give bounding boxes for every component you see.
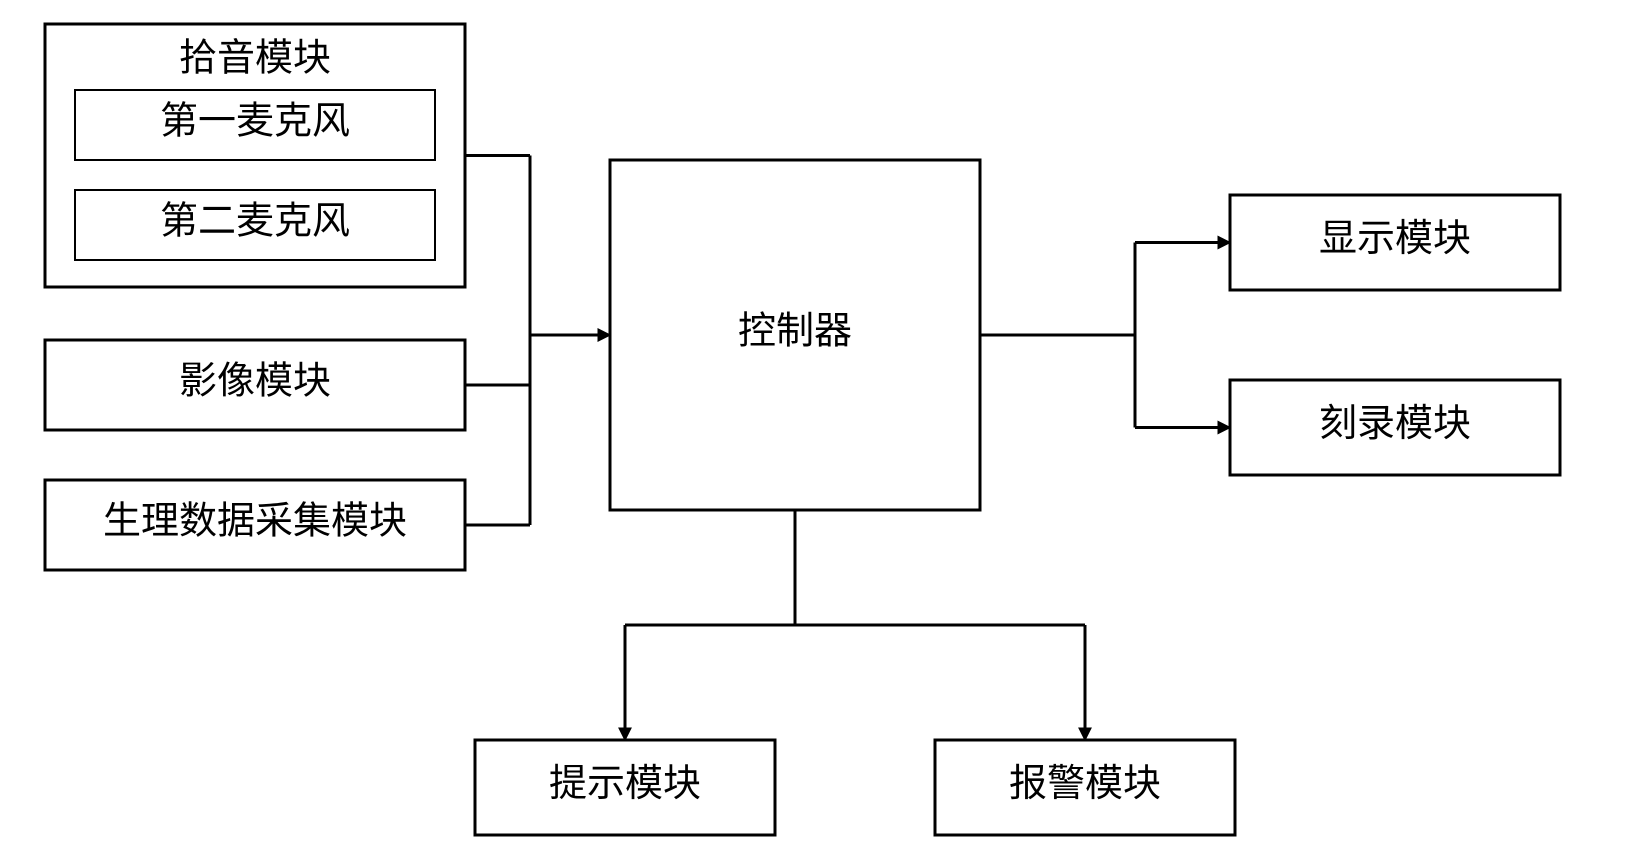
mic2-label: 第二麦克风 (160, 201, 350, 243)
image-module-label: 影像模块 (179, 361, 331, 403)
controller-label: 控制器 (738, 311, 852, 353)
display-module-label: 显示模块 (1319, 218, 1471, 260)
burn-module-label: 刻录模块 (1319, 403, 1471, 445)
physio-module-label: 生理数据采集模块 (103, 501, 407, 543)
pickup-module-label: 拾音模块 (179, 38, 331, 80)
mic1-label: 第一麦克风 (160, 101, 350, 143)
alarm-module-label: 报警模块 (1009, 763, 1161, 805)
prompt-module-label: 提示模块 (549, 763, 701, 805)
